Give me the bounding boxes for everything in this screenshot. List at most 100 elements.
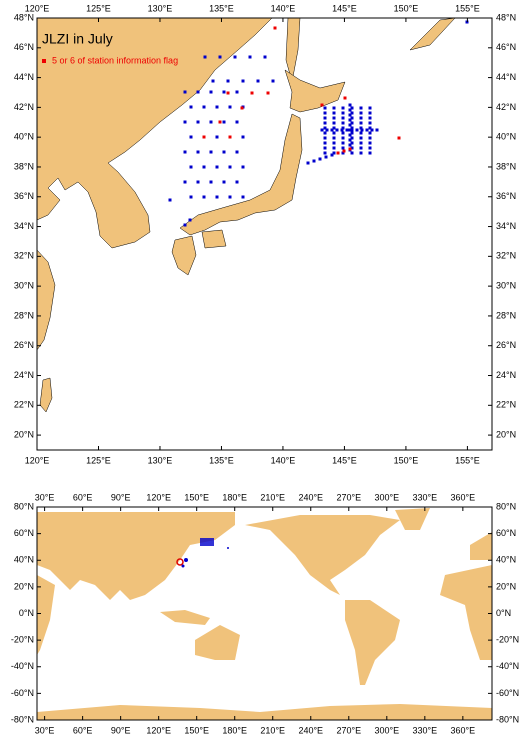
x-tick-label: 130°E (148, 455, 173, 465)
station (196, 180, 200, 184)
y-tick-label: 22°N (14, 400, 34, 410)
x-tick-label: 135°E (209, 455, 234, 465)
y-tick-label: 44°N (14, 72, 34, 82)
x-tick-label: 180°E (222, 725, 247, 735)
station (332, 146, 336, 150)
y-tick-label: 0°N (496, 608, 511, 618)
station (355, 128, 359, 132)
legend-text: 5 or 6 of station information flag (52, 55, 178, 65)
station (350, 111, 354, 115)
station (341, 141, 345, 145)
station (350, 128, 354, 132)
station (241, 195, 245, 199)
station (202, 105, 206, 109)
station (348, 138, 352, 142)
y-tick-label: 30°N (14, 281, 34, 291)
station (341, 121, 345, 125)
station (215, 135, 219, 139)
station (341, 116, 345, 120)
station (323, 111, 327, 115)
station (359, 106, 363, 110)
station (348, 147, 352, 151)
x-tick-label: 300°E (374, 492, 399, 502)
y-tick-label: -20°N (11, 635, 34, 645)
y-tick-label: 22°N (496, 400, 516, 410)
y-tick-label: 40°N (14, 555, 34, 565)
station (368, 111, 372, 115)
x-tick-label: 30°E (35, 492, 55, 502)
station (266, 91, 270, 95)
station (202, 195, 206, 199)
y-tick-label: 34°N (14, 221, 34, 231)
x-tick-label: 120°E (146, 725, 171, 735)
station (330, 128, 334, 132)
station (368, 131, 372, 135)
y-tick-label: -80°N (496, 714, 519, 724)
station (341, 106, 345, 110)
station (240, 106, 244, 110)
y-tick-label: -80°N (11, 714, 34, 724)
station (359, 136, 363, 140)
x-tick-label: 330°E (413, 725, 438, 735)
station (343, 96, 347, 100)
x-tick-label: 140°E (271, 455, 296, 465)
x-tick-label: 240°E (298, 725, 323, 735)
x-tick-label: 30°E (35, 725, 55, 735)
station (341, 126, 345, 130)
x-tick-label: 145°E (332, 3, 357, 13)
station (332, 106, 336, 110)
y-tick-label: 80°N (496, 501, 516, 511)
x-tick-label: 135°E (209, 3, 234, 13)
station (324, 155, 328, 159)
x-tick-label: 120°E (25, 455, 50, 465)
world-land (37, 508, 492, 720)
station (350, 126, 354, 130)
station (332, 116, 336, 120)
y-tick-label: 36°N (496, 191, 516, 201)
station (263, 55, 267, 59)
station (215, 105, 219, 109)
station (211, 79, 215, 83)
y-tick-label: 44°N (496, 72, 516, 82)
station (196, 120, 200, 124)
station (183, 120, 187, 124)
y-tick-label: 26°N (14, 340, 34, 350)
station (332, 111, 336, 115)
station (332, 121, 336, 125)
top-land (36, 17, 456, 413)
station (335, 128, 339, 132)
station (323, 136, 327, 140)
y-tick-label: 42°N (14, 102, 34, 112)
station (209, 180, 213, 184)
y-tick-label: 46°N (14, 42, 34, 52)
x-tick-label: 60°E (73, 492, 93, 502)
station (273, 26, 277, 30)
station (397, 136, 401, 140)
station (341, 131, 345, 135)
station (241, 79, 245, 83)
y-tick-label: -40°N (496, 661, 519, 671)
station (348, 133, 352, 137)
y-tick-label: 32°N (496, 251, 516, 261)
y-tick-label: 28°N (14, 310, 34, 320)
x-tick-label: 60°E (73, 725, 93, 735)
station (340, 128, 344, 132)
station (183, 150, 187, 154)
station (359, 141, 363, 145)
x-tick-label: 150°E (394, 3, 419, 13)
station (350, 116, 354, 120)
x-tick-label: 330°E (413, 492, 438, 502)
station (183, 90, 187, 94)
station (320, 103, 324, 107)
stations (168, 20, 469, 227)
station (375, 128, 379, 132)
y-tick-label: 40°N (496, 555, 516, 565)
station (318, 157, 322, 161)
station (323, 106, 327, 110)
station (202, 135, 206, 139)
station (350, 146, 354, 150)
station (222, 150, 226, 154)
y-tick-label: 80°N (14, 501, 34, 511)
station (271, 79, 275, 83)
x-tick-label: 120°E (25, 3, 50, 13)
